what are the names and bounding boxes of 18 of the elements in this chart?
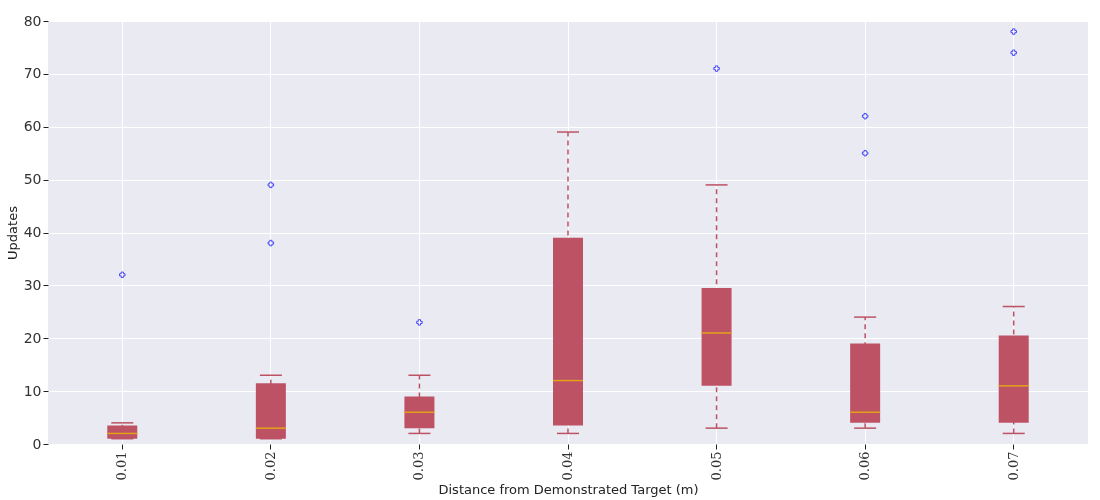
y-tick-label: 80: [23, 12, 42, 29]
y-axis-title: Updates: [4, 205, 20, 260]
x-tick-label: 0.06: [857, 451, 873, 481]
y-tick-label: 10: [23, 382, 42, 399]
y-tick-label: 0: [32, 435, 42, 452]
y-tick-label: 70: [23, 65, 42, 82]
x-tick-label: 0.04: [560, 451, 575, 481]
y-tick-label: 60: [23, 118, 42, 135]
y-tick-label: 30: [23, 276, 42, 293]
x-tick-label: 0.02: [262, 451, 278, 481]
y-tick-label: 40: [23, 224, 42, 240]
x-tick-label: 0.01: [114, 451, 130, 481]
x-tick-label: 0.07: [1005, 451, 1021, 481]
x-tick-label: 0.03: [411, 451, 427, 481]
y-tick-label: 50: [23, 171, 42, 188]
y-tick-label: 20: [23, 329, 42, 346]
x-tick-label: 0.05: [708, 451, 724, 481]
x-axis-title: Distance from Demonstrated Target (m): [438, 482, 699, 498]
